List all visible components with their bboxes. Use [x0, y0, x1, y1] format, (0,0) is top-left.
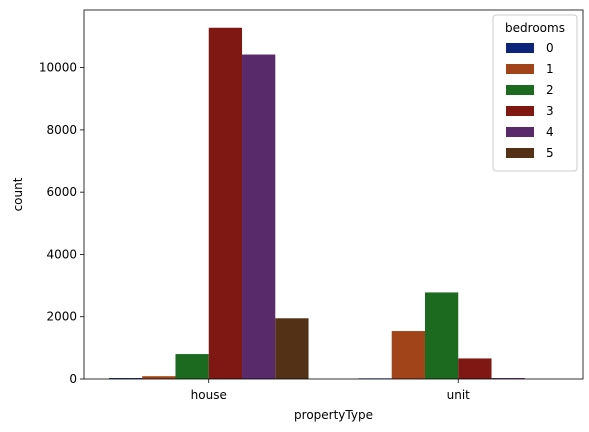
legend-swatch-4	[506, 127, 534, 137]
legend-swatch-1	[506, 64, 534, 74]
legend-box	[492, 14, 578, 172]
bar-house-bedrooms-1	[142, 376, 176, 379]
legend-label-3: 3	[546, 104, 554, 118]
legend-swatch-0	[506, 43, 534, 53]
legend-swatch-3	[506, 106, 534, 116]
legend-label-0: 0	[546, 41, 554, 55]
y-tick-label: 4000	[46, 247, 77, 261]
legend-label-2: 2	[546, 83, 554, 97]
legend-items: 0 1 2 3 4 5	[506, 41, 554, 160]
bar-house-bedrooms-3	[208, 27, 243, 380]
bar-unit-bedrooms-1	[391, 331, 425, 379]
y-tick-label: 10000	[39, 61, 77, 75]
bar-unit-bedrooms-3	[458, 358, 492, 379]
bar-house-bedrooms-4	[242, 54, 276, 379]
bar-unit-bedrooms-2	[424, 292, 459, 379]
x-axis: house unit	[191, 379, 471, 402]
y-tick-label: 8000	[46, 123, 77, 137]
bars-group	[108, 27, 525, 380]
x-tick-label-house: house	[191, 388, 227, 402]
y-axis-label: count	[11, 177, 25, 211]
bar-house-bedrooms-5	[275, 318, 309, 379]
bar-unit-bedrooms-4	[491, 378, 525, 379]
legend-title: bedrooms	[505, 21, 565, 35]
bar-house-bedrooms-2	[175, 354, 209, 379]
legend-label-5: 5	[546, 146, 554, 160]
y-tick-label: 6000	[46, 185, 77, 199]
legend: bedrooms 0 1 2 3 4 5	[492, 14, 578, 172]
bar-house-bedrooms-0	[108, 378, 143, 379]
plot-frame	[83, 9, 584, 380]
y-axis: 0 2000 4000 6000 8000 10000	[39, 61, 84, 386]
x-axis-label: propertyType	[294, 408, 373, 422]
legend-swatch-2	[506, 85, 534, 95]
legend-label-4: 4	[546, 125, 554, 139]
y-tick-label: 2000	[46, 310, 77, 324]
x-tick-label-unit: unit	[447, 388, 471, 402]
legend-swatch-5	[506, 148, 534, 158]
legend-label-1: 1	[546, 62, 554, 76]
y-tick-label: 0	[69, 372, 77, 386]
